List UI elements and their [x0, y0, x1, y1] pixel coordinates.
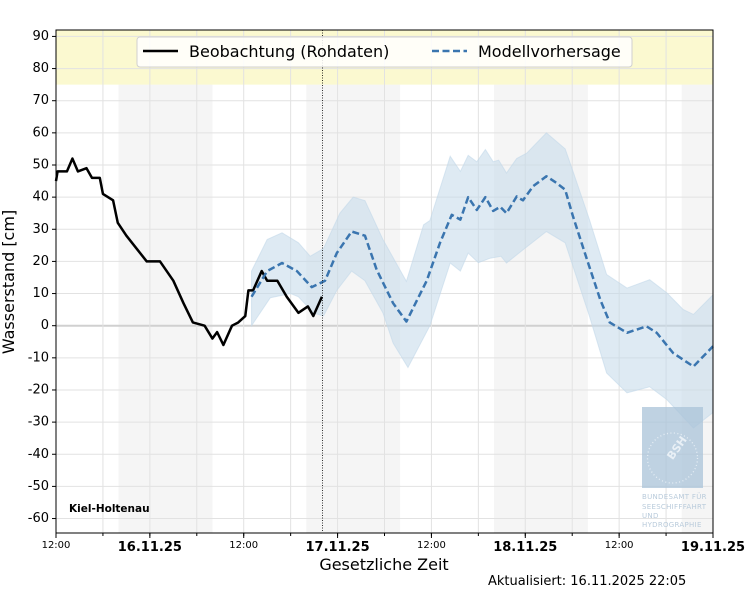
axes-layer: -60 -50 -40 -30 -20 -10 0 10 20 30 40 50 60 70 80 90 12:…	[28, 29, 745, 555]
y-tick-label: 90	[32, 29, 49, 44]
x-tick-label: 12:00	[229, 540, 258, 551]
y-tick-label: -20	[28, 382, 49, 397]
legend: Beobachtung (Rohdaten) Modellvorhersage	[136, 36, 633, 68]
y-tick-label: 10	[32, 286, 49, 301]
night-shading	[494, 30, 588, 533]
y-tick-label: -40	[28, 447, 49, 462]
y-tick-label: 80	[32, 61, 49, 76]
x-tick-label: 19.11.25	[681, 540, 745, 555]
night-shading	[118, 30, 213, 533]
logo-line: UND	[642, 512, 659, 520]
y-tick-label: 0	[41, 318, 49, 333]
legend-label-forecast: Modellvorhersage	[478, 42, 621, 61]
logo-box	[642, 407, 703, 488]
logo-circle	[646, 432, 699, 484]
x-tick-label: 12:00	[42, 540, 71, 551]
y-tick-label: 70	[32, 93, 49, 108]
bsh-logo: BSH BUNDESAMT FÜR SEESCHIFFFAHRT UND HYD…	[642, 407, 707, 529]
updated-timestamp: Aktualisiert: 16.11.2025 22:05	[488, 574, 686, 589]
forecast-uncertainty-band	[251, 132, 714, 429]
logo-line: SEESCHIFFFAHRT	[642, 503, 707, 511]
uncertainty-band-layer	[251, 132, 714, 429]
y-tick-label: 40	[32, 190, 49, 205]
x-tick-label: 16.11.25	[118, 540, 182, 555]
y-tick-label: 20	[32, 254, 49, 269]
y-tick-label: 30	[32, 222, 49, 237]
y-tick-label: -60	[28, 511, 49, 526]
plot-frame	[55, 29, 714, 534]
y-tick-label: -50	[28, 479, 49, 494]
x-tick-label: 17.11.25	[305, 540, 369, 555]
y-axis-label: Wasserstand [cm]	[0, 210, 18, 354]
y-tick-label: -30	[28, 415, 49, 430]
x-tick-label: 12:00	[417, 540, 446, 551]
y-tick-label: 60	[32, 125, 49, 140]
x-tick-label: 18.11.25	[493, 540, 557, 555]
forecast-line	[250, 174, 714, 368]
legend-box	[136, 36, 633, 68]
series-layer	[54, 157, 714, 368]
station-label: Kiel-Holtenau	[69, 503, 150, 515]
logo-line: BUNDESAMT FÜR	[642, 492, 707, 501]
logo-line: HYDROGRAPHIE	[642, 521, 702, 529]
legend-label-observation: Beobachtung (Rohdaten)	[189, 42, 389, 61]
y-tick-label: -10	[28, 350, 49, 365]
x-axis-label: Gesetzliche Zeit	[319, 555, 448, 574]
x-tick-label: 12:00	[605, 540, 634, 551]
y-tick-label: 50	[32, 157, 49, 172]
